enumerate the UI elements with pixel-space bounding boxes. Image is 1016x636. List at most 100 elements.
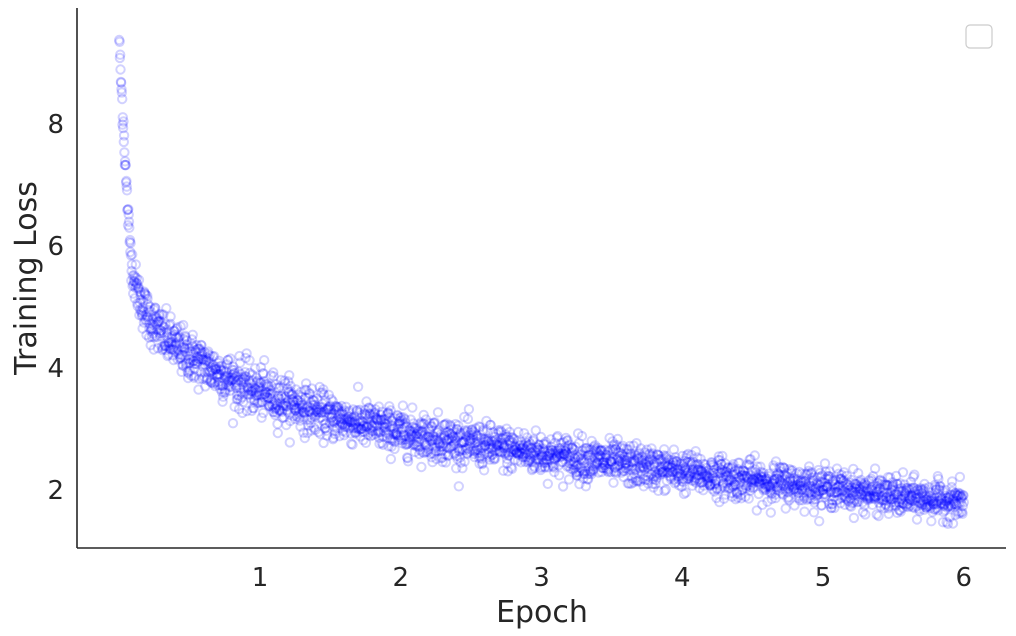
scatter-point [785, 485, 797, 496]
scatter-point [375, 414, 386, 426]
scatter-point [330, 401, 341, 412]
scatter-point [632, 476, 643, 487]
scatter-point [170, 332, 182, 343]
scatter-point [179, 344, 190, 355]
scatter-point [340, 419, 351, 431]
scatter-point [549, 466, 560, 478]
scatter-point [502, 431, 513, 442]
scatter-point [597, 462, 608, 474]
scatter-point [417, 446, 428, 458]
scatter-point [708, 461, 720, 472]
scatter-point [765, 481, 776, 492]
scatter-point [781, 471, 792, 482]
scatter-point [506, 463, 518, 474]
scatter-point [314, 404, 325, 416]
scatter-point [317, 387, 328, 398]
scatter-point [596, 462, 607, 473]
scatter-point [290, 405, 301, 416]
scatter-point [452, 453, 463, 465]
scatter-point [599, 459, 610, 471]
scatter-point [628, 477, 639, 488]
scatter-point [513, 426, 524, 438]
scatter-point [619, 465, 630, 477]
scatter-point [150, 311, 161, 323]
scatter-point [446, 440, 457, 452]
scatter-point [856, 489, 868, 501]
scatter-point [121, 185, 133, 196]
scatter-point [914, 503, 925, 515]
scatter-point [833, 494, 844, 505]
scatter-point [244, 383, 255, 394]
scatter-point [360, 409, 371, 420]
scatter-point [736, 493, 747, 504]
scatter-point [727, 461, 738, 472]
scatter-point [562, 461, 573, 472]
scatter-point [913, 492, 924, 503]
scatter-point [496, 446, 507, 458]
scatter-point [895, 494, 907, 505]
scatter-point [766, 493, 777, 505]
scatter-point [190, 345, 201, 356]
scatter-point [500, 429, 511, 440]
scatter-point [485, 419, 496, 431]
scatter-point [717, 479, 729, 490]
scatter-point [190, 358, 201, 369]
scatter-point [458, 436, 469, 448]
scatter-point [680, 464, 691, 476]
scatter-point [905, 476, 916, 487]
scatter-point [619, 451, 630, 462]
scatter-point [256, 377, 267, 388]
scatter-point [492, 436, 503, 448]
scatter-point [865, 493, 876, 505]
scatter-point [802, 468, 813, 479]
scatter-point [338, 414, 349, 425]
scatter-point [281, 419, 292, 431]
scatter-point [703, 472, 714, 483]
scatter-point [813, 485, 824, 496]
scatter-point [196, 349, 208, 360]
scatter-point [747, 474, 758, 485]
scatter-point [265, 388, 276, 400]
scatter-point [215, 383, 226, 395]
scatter-point [827, 476, 838, 487]
scatter-point [142, 290, 153, 301]
scatter-point [175, 352, 187, 363]
scatter-point [747, 473, 759, 484]
scatter-point [885, 487, 896, 498]
scatter-point [439, 430, 450, 442]
scatter-point [403, 436, 414, 447]
scatter-point [629, 450, 641, 461]
scatter-point [902, 499, 913, 510]
scatter-point [445, 441, 457, 453]
scatter-point [683, 448, 694, 460]
scatter-point [801, 485, 812, 496]
scatter-point [596, 466, 607, 478]
scatter-point [911, 514, 923, 525]
scatter-point [214, 361, 225, 372]
scatter-point [797, 495, 808, 506]
scatter-point [904, 492, 915, 503]
scatter-point [841, 489, 853, 500]
scatter-point [586, 459, 598, 470]
scatter-point [272, 418, 283, 430]
scatter-point [516, 443, 527, 454]
scatter-point [372, 420, 383, 431]
scatter-point [795, 475, 807, 487]
scatter-point [821, 482, 832, 494]
scatter-point [672, 468, 683, 479]
scatter-point [467, 432, 479, 443]
scatter-point [878, 479, 889, 491]
scatter-point [878, 495, 889, 506]
scatter-point [315, 412, 327, 423]
scatter-point [341, 415, 353, 426]
scatter-point [347, 439, 358, 450]
scatter-point [406, 426, 418, 437]
scatter-point [621, 444, 633, 455]
scatter-point [154, 310, 165, 322]
scatter-point [511, 447, 522, 459]
scatter-point [576, 463, 587, 474]
scatter-point [318, 389, 330, 400]
scatter-point [226, 375, 237, 387]
scatter-point [838, 475, 849, 486]
scatter-point [924, 491, 935, 502]
